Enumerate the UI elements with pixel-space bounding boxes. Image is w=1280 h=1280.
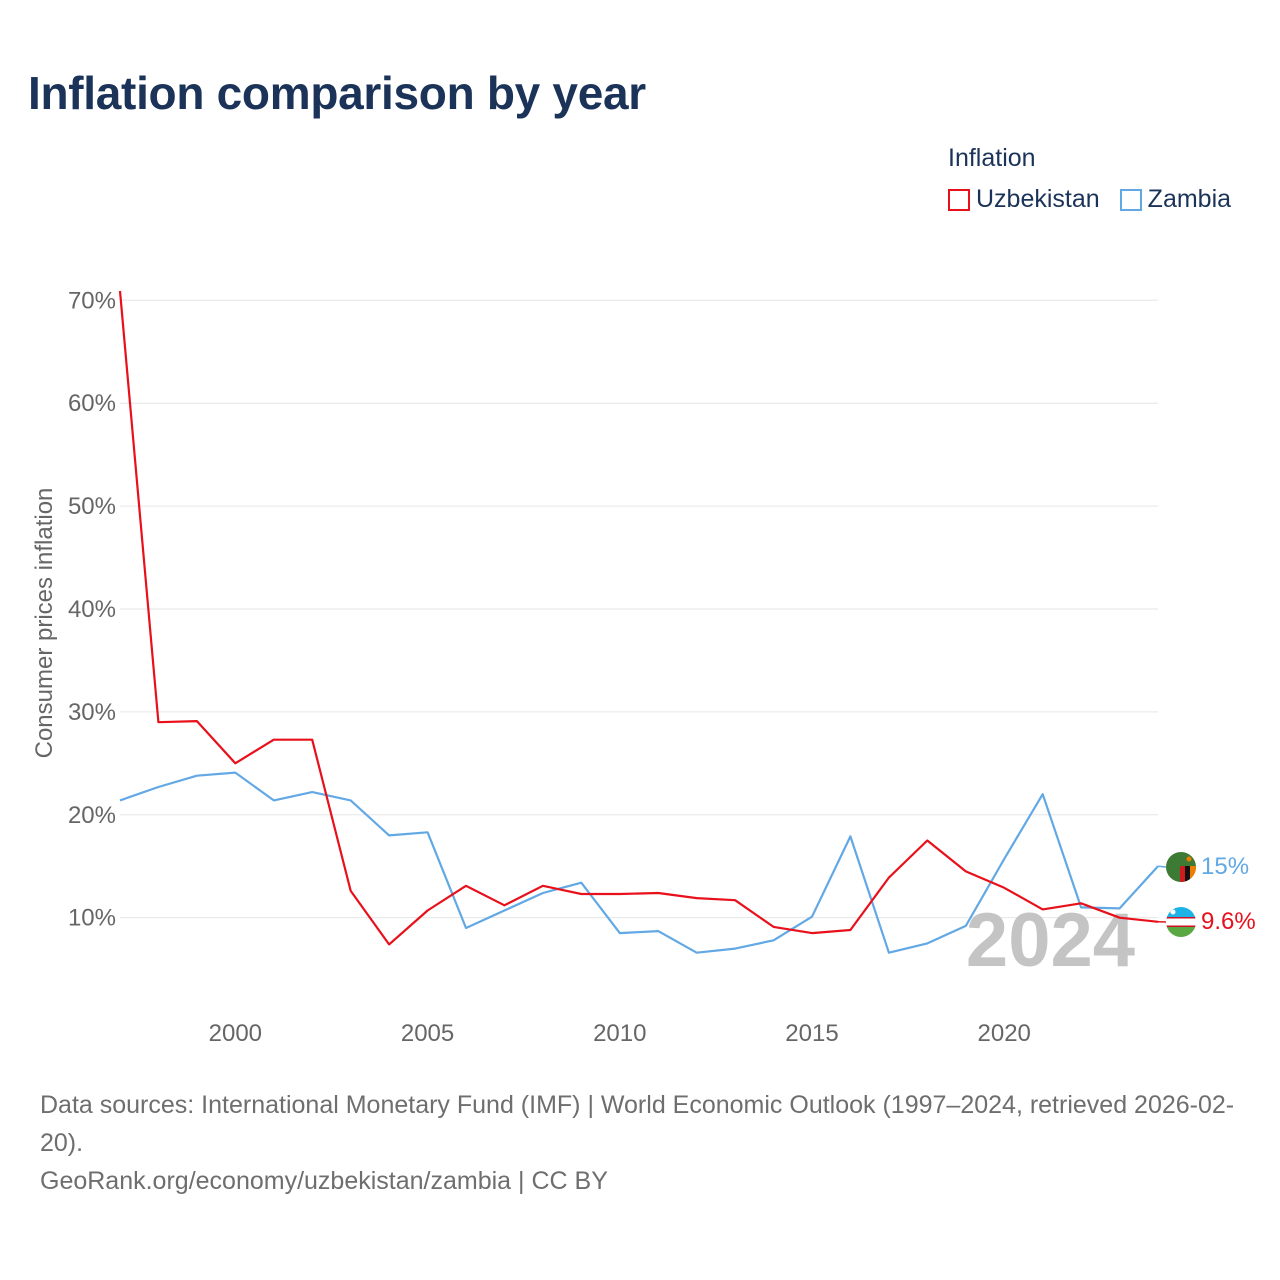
y-tick-label: 40% — [68, 596, 116, 623]
y-tick-label: 10% — [68, 905, 116, 932]
line-chart: 10%20%30%40%50%60%70% 2000 2005 2010 2015 20… — [31, 287, 1256, 1047]
data-sources: Data sources: International Monetary Fun… — [40, 1091, 1235, 1157]
x-tick-label: 2000 — [209, 1020, 262, 1047]
footer: Data sources: International Monetary Fun… — [40, 1086, 1250, 1200]
x-tick-label: 2020 — [978, 1020, 1031, 1047]
end-label-uzbekistan: 9.6% — [1201, 908, 1256, 935]
y-tick-label: 30% — [68, 699, 116, 726]
legend: Uzbekistan Zambia — [948, 185, 1231, 214]
credit-link[interactable]: GeoRank.org/economy/uzbekistan/zambia | … — [40, 1167, 608, 1195]
legend-label-zambia: Zambia — [1147, 185, 1232, 213]
x-tick-label: 2005 — [401, 1020, 454, 1047]
y-axis: 10% 20% 30% 40% 50% 60% 70% — [68, 287, 116, 931]
series-line-uzbekistan[interactable] — [118, 290, 1159, 946]
legend-item-uzbekistan[interactable]: Uzbekistan — [948, 185, 1100, 214]
x-tick-label: 2015 — [785, 1020, 838, 1047]
legend-item-zambia[interactable]: Zambia — [1119, 185, 1232, 214]
year-watermark: 2024 — [966, 898, 1135, 983]
chart-title: Inflation comparison by year — [28, 67, 646, 119]
gridlines — [120, 299, 1158, 919]
series-line-zambia[interactable] — [119, 771, 1159, 954]
series-lines — [118, 290, 1167, 954]
y-tick-label: 70% — [68, 287, 116, 314]
legend-title: Inflation — [948, 144, 1036, 172]
y-tick-label: 60% — [68, 390, 116, 417]
y-tick-label: 20% — [68, 802, 116, 829]
uzbekistan-flag — [1166, 907, 1196, 937]
x-axis: 2000 2005 2010 2015 2020 — [209, 1020, 1031, 1047]
legend-swatch-zambia — [1119, 188, 1142, 211]
end-label-zambia: 15% — [1201, 853, 1249, 880]
y-axis-label: Consumer prices inflation — [31, 488, 58, 759]
y-tick-label: 50% — [68, 493, 116, 520]
zambia-flag — [1166, 852, 1196, 882]
x-tick-label: 2010 — [593, 1020, 646, 1047]
end-connector-zambia — [1157, 865, 1167, 868]
legend-swatch-uzbekistan — [948, 188, 970, 211]
legend-label-uzbekistan: Uzbekistan — [976, 185, 1100, 213]
